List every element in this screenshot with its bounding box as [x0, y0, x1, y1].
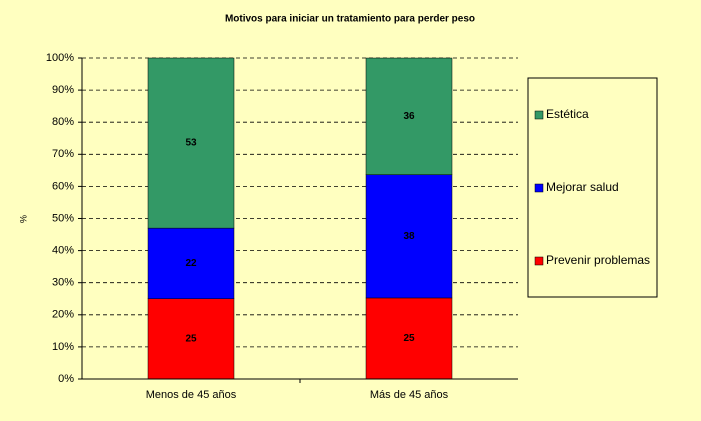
y-tick-label: 0%: [58, 373, 74, 385]
x-tick-label: Menos de 45 años: [146, 389, 237, 401]
legend: [527, 77, 658, 298]
data-label: 38: [403, 231, 415, 242]
data-label: 36: [403, 111, 415, 122]
legend-label: Estética: [546, 107, 589, 121]
legend-swatch: [534, 183, 544, 193]
y-tick-label: 10%: [52, 341, 74, 353]
bar-segment: [147, 57, 235, 229]
y-tick-label: 100%: [46, 52, 74, 64]
chart-title: Motivos para iniciar un tratamiento para…: [225, 14, 475, 25]
y-tick-label: 80%: [52, 116, 74, 128]
x-tick-label: Más de 45 años: [370, 389, 449, 401]
y-axis-label: %: [18, 215, 28, 223]
bar-segment: [365, 57, 453, 175]
y-tick-label: 50%: [52, 212, 74, 224]
legend-label: Prevenir problemas: [546, 253, 650, 267]
legend-swatch: [534, 256, 544, 266]
y-tick-label: 70%: [52, 148, 74, 160]
bar-segment: [147, 227, 235, 300]
y-tick-label: 40%: [52, 245, 74, 257]
y-tick-label: 60%: [52, 180, 74, 192]
y-tick-label: 20%: [52, 309, 74, 321]
bar-segment: [365, 297, 453, 380]
y-tick-label: 90%: [52, 84, 74, 96]
legend-swatch: [534, 110, 544, 120]
y-tick-label: 30%: [52, 277, 74, 289]
bar-segment: [365, 174, 453, 299]
data-label: 53: [185, 138, 197, 149]
data-label: 22: [185, 258, 197, 269]
data-label: 25: [403, 333, 415, 344]
data-label: 25: [185, 334, 197, 345]
legend-label: Mejorar salud: [546, 180, 619, 194]
